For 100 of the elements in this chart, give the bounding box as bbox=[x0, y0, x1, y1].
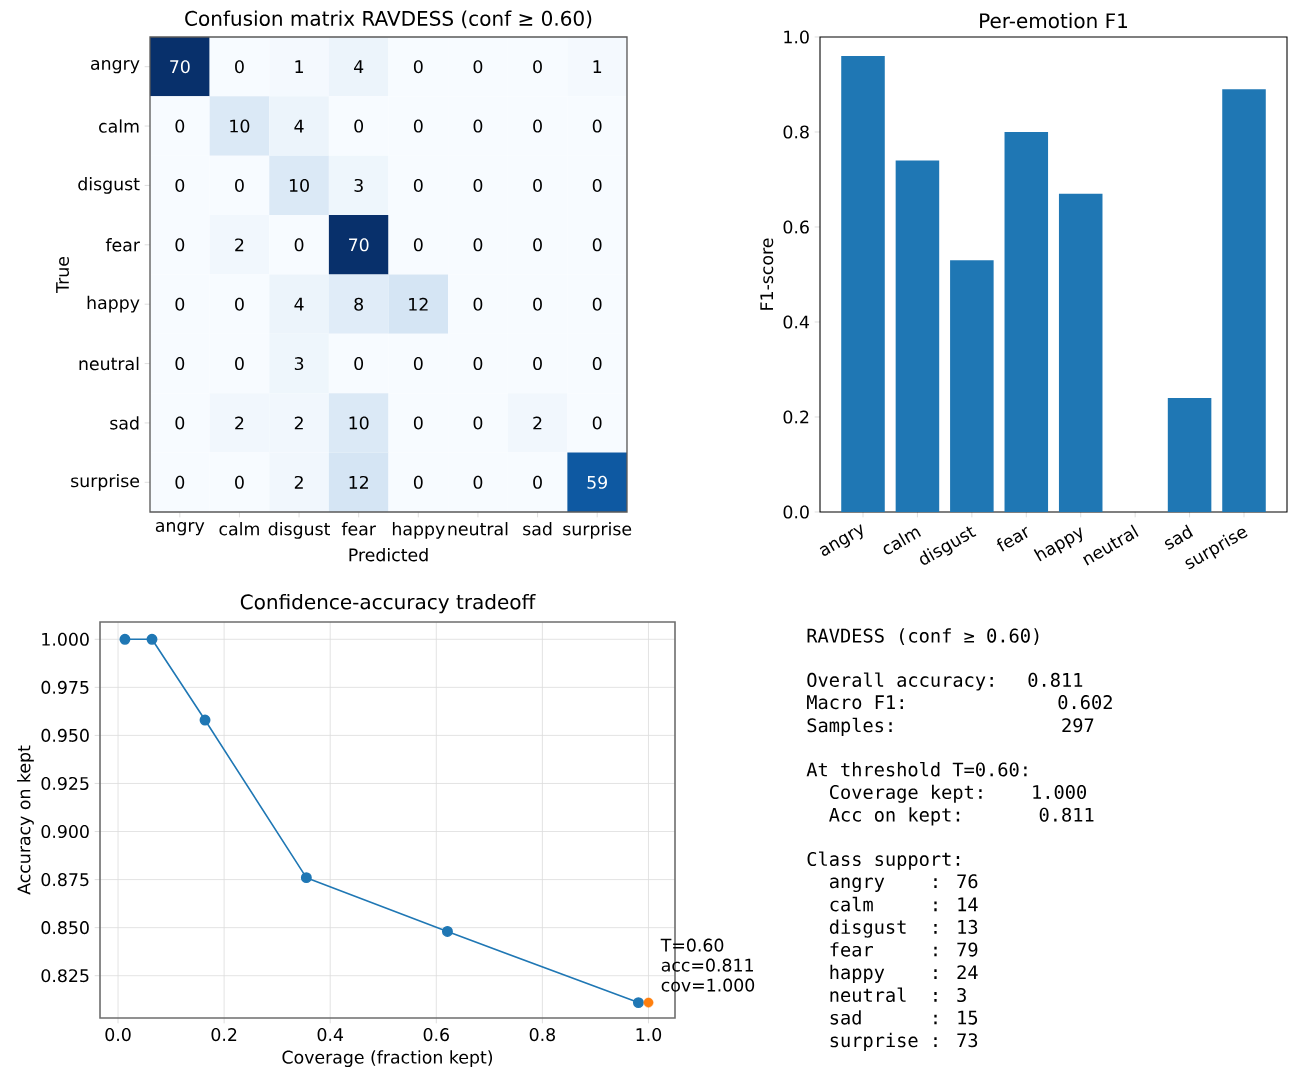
data-label: 0 bbox=[592, 178, 602, 192]
data-label: 10 bbox=[289, 178, 309, 192]
y-axis-title: Accuracy on kept bbox=[17, 745, 34, 895]
chart-title: Confusion matrix RAVDESS (conf ≥ 0.60) bbox=[185, 10, 592, 29]
y-tick-label: 0.8 bbox=[783, 125, 809, 139]
data-label: 0 bbox=[473, 416, 483, 430]
text: Acc on kept: 0.811 bbox=[829, 807, 1094, 826]
annotation: cov=1.000 bbox=[661, 978, 755, 992]
data-label: 4 bbox=[354, 60, 364, 73]
data-label: 4 bbox=[294, 119, 304, 133]
data-label: 0 bbox=[533, 119, 542, 133]
data-label: 0 bbox=[175, 416, 185, 430]
data-label: 1 bbox=[295, 60, 303, 73]
data-label: 0 bbox=[533, 357, 542, 371]
y-tick-label: neutral bbox=[79, 356, 139, 371]
data-label: 0 bbox=[413, 60, 423, 74]
y-tick-label: sad bbox=[110, 416, 139, 430]
bar bbox=[841, 55, 885, 512]
data-label: 2 bbox=[235, 416, 244, 430]
data-label: 0 bbox=[592, 238, 602, 252]
x-tick-label: calm bbox=[883, 528, 922, 555]
data-label: 0 bbox=[413, 119, 423, 133]
text: fear : 79 bbox=[830, 942, 978, 957]
data-label: 0 bbox=[413, 178, 423, 192]
y-tick-label: disgust bbox=[78, 177, 140, 194]
x-tick-label: 0.8 bbox=[529, 1028, 555, 1042]
data-label: 0 bbox=[592, 416, 602, 430]
data-label: 0 bbox=[175, 475, 185, 489]
data-label: 70 bbox=[349, 238, 369, 252]
text: surprise : 73 bbox=[830, 1032, 978, 1051]
bar bbox=[1167, 397, 1212, 512]
text: Overall accuracy: 0.811 bbox=[807, 672, 1083, 691]
data-label: 0 bbox=[413, 416, 423, 430]
data-label: 0 bbox=[294, 238, 304, 252]
data-label: 10 bbox=[349, 416, 369, 430]
data-label: 10 bbox=[230, 119, 250, 133]
data-label: 0 bbox=[473, 238, 483, 252]
text: Coverage kept: 1.000 bbox=[830, 784, 1086, 803]
text: sad : 15 bbox=[830, 1010, 978, 1025]
data-label: 0 bbox=[354, 357, 364, 371]
x-tick-label: 0.2 bbox=[211, 1028, 237, 1042]
data-label: 0 bbox=[533, 238, 542, 252]
data-label: 2 bbox=[533, 416, 542, 430]
y-axis-title: True bbox=[56, 256, 70, 293]
text: calm : 14 bbox=[830, 896, 978, 912]
y-tick-label: angry bbox=[91, 60, 140, 74]
y-axis-title: F1-score bbox=[760, 238, 774, 310]
text: Macro F1: 0.602 bbox=[807, 695, 1112, 710]
x-axis-title: Predicted bbox=[349, 547, 428, 562]
y-tick-label: 0.950 bbox=[41, 728, 89, 742]
text: neutral : 3 bbox=[830, 987, 966, 1003]
text: RAVDESS (conf ≥ 0.60) bbox=[807, 628, 1039, 645]
point bbox=[300, 872, 312, 884]
data-label: 4 bbox=[294, 297, 304, 311]
data-label: 70 bbox=[170, 60, 190, 74]
data-label: 1 bbox=[593, 60, 602, 73]
data-label: 0 bbox=[413, 475, 423, 489]
y-tick-label: happy bbox=[87, 295, 140, 313]
x-tick-label: surprise bbox=[563, 522, 632, 539]
text: disgust : 13 bbox=[829, 919, 978, 938]
y-tick-label: 0.4 bbox=[783, 315, 809, 329]
point bbox=[632, 997, 644, 1009]
data-label: 12 bbox=[409, 297, 428, 311]
y-tick-label: 0.875 bbox=[41, 873, 89, 887]
bar bbox=[1058, 193, 1103, 512]
x-tick-label: 0.4 bbox=[317, 1028, 344, 1042]
bar bbox=[1004, 131, 1049, 512]
data-label: 0 bbox=[235, 357, 244, 371]
point bbox=[146, 633, 158, 645]
x-tick-label: angry bbox=[155, 522, 205, 536]
x-tick-label: fear bbox=[996, 526, 1028, 552]
x-tick-label: disgust bbox=[268, 522, 330, 539]
data-label: 0 bbox=[175, 119, 185, 133]
text: At threshold T=0.60: bbox=[806, 761, 1027, 777]
y-tick-label: 0.825 bbox=[41, 969, 89, 983]
point bbox=[119, 633, 131, 645]
bar bbox=[895, 160, 940, 512]
y-tick-label: 0.975 bbox=[41, 680, 89, 694]
x-tick-label: fear bbox=[341, 522, 376, 536]
data-label: 0 bbox=[533, 297, 542, 311]
data-label: 0 bbox=[533, 178, 542, 192]
data-label: 0 bbox=[473, 475, 483, 489]
bar bbox=[950, 260, 994, 512]
data-label: 2 bbox=[294, 416, 303, 430]
data-label: 0 bbox=[592, 297, 602, 311]
x-tick-label: 0.6 bbox=[423, 1028, 449, 1042]
data-label: 0 bbox=[175, 238, 185, 252]
text: happy : 24 bbox=[830, 964, 978, 983]
point bbox=[199, 714, 211, 726]
text: angry : 76 bbox=[829, 874, 978, 893]
chart-title: Confidence-accuracy tradeoff bbox=[240, 593, 536, 614]
y-tick-label: surprise bbox=[71, 473, 140, 491]
annotation: T=0.60 bbox=[660, 938, 724, 952]
y-tick-label: 0.900 bbox=[41, 824, 89, 839]
data-label: 2 bbox=[294, 475, 303, 489]
y-tick-label: calm bbox=[99, 119, 139, 133]
data-label: 8 bbox=[354, 297, 364, 311]
y-tick-label: fear bbox=[105, 238, 140, 252]
point bbox=[643, 997, 654, 1008]
y-tick-label: 0.2 bbox=[783, 410, 809, 424]
